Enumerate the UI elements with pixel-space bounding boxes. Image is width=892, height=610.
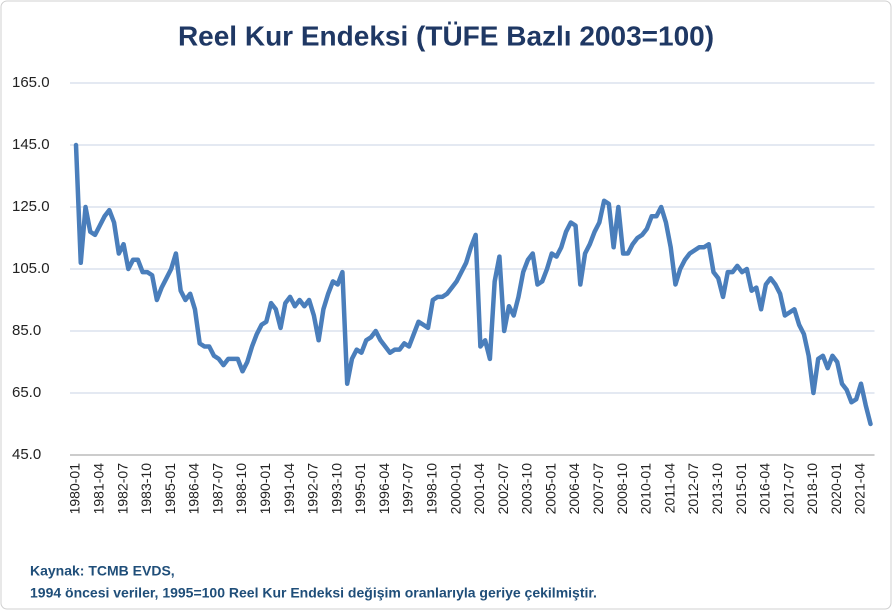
y-tick-label: 125.0: [12, 198, 50, 215]
chart-title: Reel Kur Endeksi (TÜFE Bazlı 2003=100): [178, 20, 714, 51]
y-tick-label: 45.0: [12, 446, 41, 463]
x-tick-label: 1993-10: [328, 463, 344, 515]
source-note: Kaynak: TCMB EVDS,: [30, 563, 175, 579]
x-tick-label: 2002-07: [495, 463, 511, 515]
x-tick-label: 1995-01: [352, 463, 368, 515]
x-tick-label: 2015-01: [733, 463, 749, 515]
x-tick-label: 1981-04: [90, 463, 106, 515]
x-tick-label: 1982-07: [114, 463, 130, 515]
x-tick-label: 2005-01: [542, 463, 558, 515]
data-line: [73, 142, 873, 427]
x-tick-label: 2018-10: [804, 463, 820, 515]
x-tick-label: 1987-07: [209, 463, 225, 515]
x-tick-label: 2021-04: [852, 463, 868, 515]
x-tick-label: 2007-07: [590, 463, 606, 515]
x-tick-label: 1998-10: [424, 463, 440, 515]
y-tick-label: 105.0: [12, 260, 50, 277]
x-tick-label: 2020-01: [828, 463, 844, 515]
x-tick-label: 2008-10: [614, 463, 630, 515]
y-tick-label: 145.0: [12, 136, 50, 153]
x-tick-label: 2003-10: [519, 463, 535, 515]
x-tick-label: 1980-01: [67, 463, 83, 515]
x-tick-label: 2010-01: [638, 463, 654, 515]
x-tick-label: 1991-04: [281, 463, 297, 515]
source-note: 1994 öncesi veriler, 1995=100 Reel Kur E…: [30, 585, 597, 601]
x-tick-label: 2000-01: [447, 463, 463, 515]
y-tick-label: 85.0: [12, 322, 41, 339]
x-tick-label: 1985-01: [162, 463, 178, 515]
x-tick-label: 2006-04: [566, 463, 582, 515]
y-tick-label: 165.0: [12, 74, 50, 91]
y-tick-label: 65.0: [12, 384, 41, 401]
x-tick-label: 1997-07: [400, 463, 416, 515]
x-tick-label: 1986-04: [186, 463, 202, 515]
x-tick-label: 1992-07: [305, 463, 321, 515]
x-tick-label: 1988-10: [233, 463, 249, 515]
x-tick-label: 2017-07: [780, 463, 796, 515]
x-tick-label: 1983-10: [138, 463, 154, 515]
x-tick-label: 2012-07: [685, 463, 701, 515]
x-tick-label: 2011-04: [661, 463, 677, 514]
x-tick-label: 2013-10: [709, 463, 725, 515]
x-tick-label: 2001-04: [471, 463, 487, 515]
x-tick-label: 1996-04: [376, 463, 392, 515]
x-tick-label: 1990-01: [257, 463, 273, 515]
x-tick-label: 2016-04: [757, 463, 773, 515]
